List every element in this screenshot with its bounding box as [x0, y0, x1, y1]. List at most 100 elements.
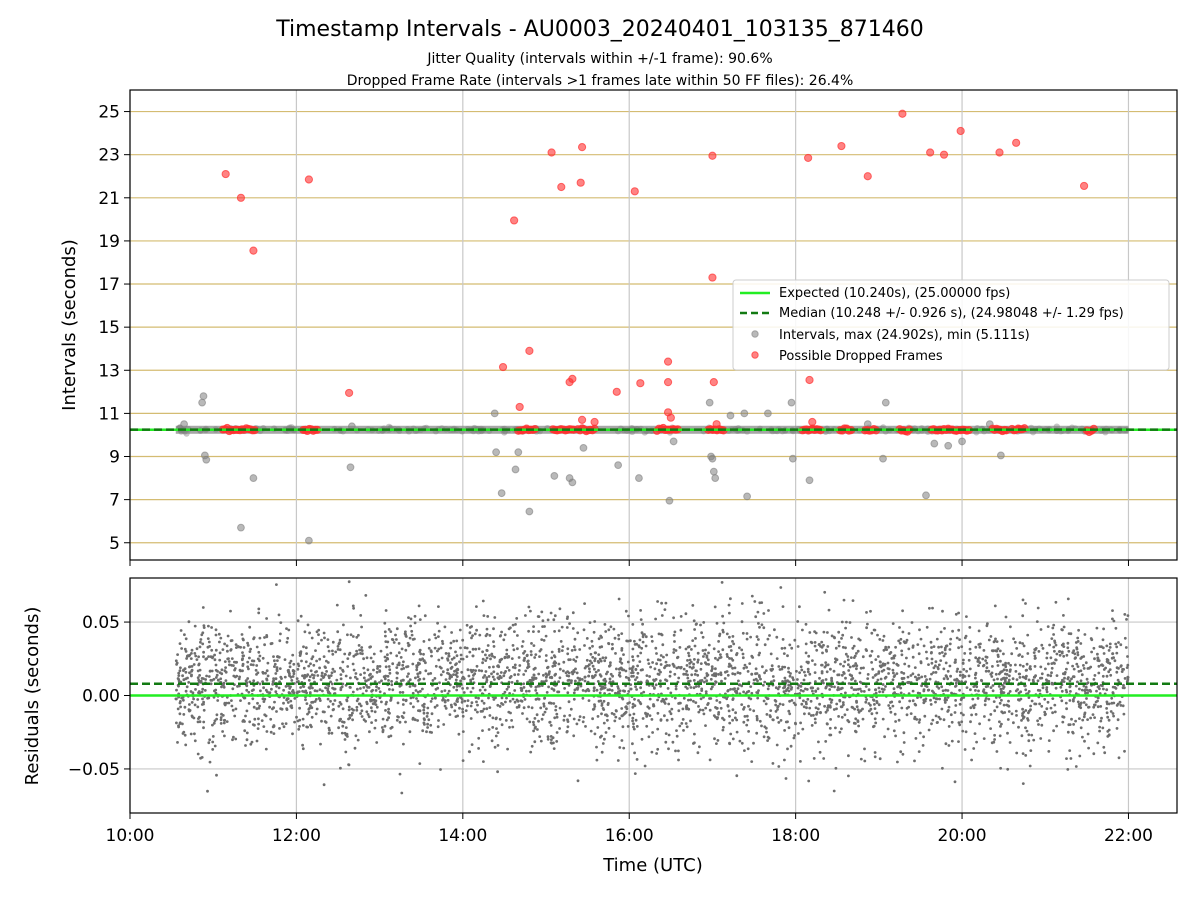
residual-point: [640, 737, 644, 741]
residual-point: [922, 701, 926, 705]
residual-point: [578, 648, 582, 651]
residual-point: [215, 717, 219, 721]
residual-point: [185, 685, 189, 689]
residual-point: [454, 678, 458, 682]
residual-point: [1004, 615, 1008, 619]
residual-point: [1075, 662, 1079, 666]
residual-point: [532, 723, 536, 727]
residual-point: [625, 707, 629, 711]
residual-point: [509, 675, 513, 678]
residual-point: [620, 632, 624, 635]
residual-point: [193, 739, 197, 743]
residual-point: [1076, 653, 1080, 657]
residual-point: [182, 713, 186, 716]
residual-point: [572, 669, 576, 672]
residual-point: [868, 654, 872, 658]
residual-point: [575, 655, 579, 659]
residual-point: [466, 686, 469, 690]
residual-point: [365, 679, 368, 683]
residual-point: [1000, 722, 1003, 726]
residual-point: [1028, 665, 1032, 668]
residual-point: [384, 609, 388, 612]
residual-point: [365, 710, 369, 714]
residual-point: [927, 688, 931, 692]
residual-point: [296, 667, 300, 671]
residual-point: [639, 609, 642, 612]
residual-point: [999, 659, 1002, 663]
residual-point: [191, 691, 195, 695]
residual-point: [802, 699, 805, 703]
residual-point: [786, 654, 789, 658]
residual-point: [877, 670, 881, 674]
residual-point: [216, 699, 220, 702]
residual-point: [581, 720, 585, 724]
residual-point: [544, 634, 548, 638]
residual-point: [932, 671, 935, 674]
residual-point: [728, 721, 732, 725]
residual-point: [854, 722, 857, 725]
residual-point: [305, 725, 309, 729]
residual-point: [1117, 667, 1120, 670]
residual-point: [874, 688, 877, 692]
residual-point: [939, 717, 942, 721]
residual-point: [352, 708, 355, 712]
residual-point: [275, 684, 278, 688]
residual-point: [320, 671, 324, 675]
residual-point: [391, 662, 395, 666]
residual-point: [527, 665, 531, 668]
residual-point: [219, 677, 223, 681]
residual-point: [665, 718, 669, 722]
residual-point: [593, 651, 597, 655]
interval-point: [183, 430, 190, 437]
residual-point: [932, 696, 936, 700]
residual-point: [496, 676, 500, 680]
residual-point: [850, 705, 854, 709]
residual-point: [398, 720, 402, 724]
residual-point: [824, 661, 828, 664]
residual-point: [887, 672, 890, 675]
residual-point: [735, 774, 739, 778]
residual-point: [877, 686, 881, 690]
residual-point: [659, 663, 663, 666]
residual-point: [327, 674, 331, 678]
residual-point: [238, 675, 242, 679]
residual-point: [849, 656, 853, 659]
residual-point: [875, 711, 879, 715]
residual-point: [799, 760, 802, 763]
residual-point: [953, 711, 957, 714]
residual-point: [941, 689, 945, 693]
residual-point: [680, 722, 684, 725]
residual-point: [279, 621, 283, 624]
residual-point: [669, 712, 673, 716]
residual-point: [492, 670, 496, 674]
residual-point: [1062, 680, 1066, 683]
residual-point: [696, 658, 700, 662]
residual-point: [855, 667, 858, 671]
residual-point: [833, 660, 837, 664]
residual-point: [461, 759, 465, 762]
chart-subtitle-jitter: Jitter Quality (intervals within +/-1 fr…: [426, 51, 772, 67]
residual-point: [883, 735, 886, 739]
residual-point: [777, 765, 781, 768]
residual-point: [903, 662, 907, 666]
residual-point: [874, 691, 878, 695]
residual-point: [202, 720, 206, 724]
residual-point: [641, 633, 645, 636]
residual-point: [1123, 636, 1127, 640]
residual-point: [386, 640, 390, 644]
residual-point: [544, 672, 548, 676]
residual-point: [698, 708, 702, 712]
residual-point: [604, 680, 608, 683]
residual-point: [738, 646, 741, 650]
residual-point: [188, 671, 191, 675]
residual-point: [533, 717, 537, 720]
residual-point: [409, 617, 413, 621]
residual-point: [1025, 662, 1029, 666]
residual-point: [978, 722, 981, 726]
residual-point: [702, 655, 705, 658]
residual-point: [180, 647, 184, 650]
residual-point: [687, 698, 690, 702]
residual-point: [272, 732, 276, 735]
residual-point: [508, 692, 511, 695]
residual-point: [951, 629, 954, 633]
